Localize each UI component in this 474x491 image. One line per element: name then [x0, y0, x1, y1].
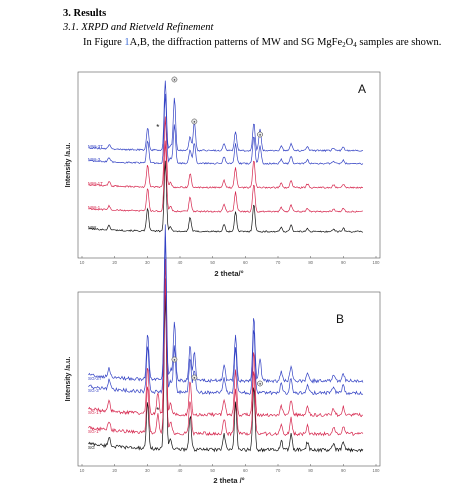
y-axis-label: Intensity /a.u. — [65, 143, 72, 188]
series-label: MW — [88, 225, 97, 230]
diffraction-pattern-mw-1 — [88, 140, 363, 213]
x-tick-label: 40 — [178, 260, 183, 265]
x-tick-label: 30 — [145, 260, 150, 265]
x-tick-label: 90 — [341, 468, 346, 473]
x-axis-label: 2 theta /° — [213, 476, 244, 485]
formula-oxygen: O — [345, 37, 354, 48]
x-tick-label: 80 — [308, 468, 313, 473]
diffraction-pattern-sg-1t — [88, 259, 364, 418]
peak-marker-asterisk: * — [156, 406, 159, 415]
series-label: SG-3 — [88, 388, 99, 393]
chart-panel-a: 10 20 30 40 50 60 70 80 90 100 2 theta/° Intensity … — [65, 71, 381, 278]
panel-label: A — [358, 82, 366, 96]
diffraction-pattern-sg-3 — [88, 236, 364, 396]
peak-marker-symbol: ● — [259, 382, 261, 386]
x-tick-label: 60 — [243, 468, 248, 473]
series-label: SG-1T — [88, 410, 102, 415]
plot-frame — [77, 71, 381, 259]
intro-suffix: samples are shown. — [356, 37, 442, 48]
diffraction-pattern-sg-3t — [88, 224, 364, 384]
peak-marker-circle — [191, 374, 198, 381]
section-heading: 3. Results — [63, 8, 107, 19]
x-tick-label: 50 — [210, 260, 215, 265]
x-tick-label: 10 — [80, 468, 85, 473]
x-tick-label: 70 — [276, 468, 281, 473]
intro-paragraph: In Figure 1A,B, the diffraction patterns… — [83, 37, 442, 49]
x-tick-label: 60 — [243, 260, 248, 265]
formula-subscript-2: 2 — [342, 41, 346, 49]
peak-marker-symbol: ● — [193, 376, 195, 380]
chart-panel-b: 10 20 30 40 50 60 70 80 90 100 2 theta /° Intensity… — [65, 224, 381, 485]
series-label: SG-1 — [88, 429, 99, 434]
peak-marker-circle — [171, 76, 178, 83]
x-tick-label: 70 — [276, 260, 281, 265]
figure-reference-link[interactable]: 1 — [124, 37, 130, 48]
x-tick-label: 100 — [373, 260, 381, 265]
peak-marker-symbol: ● — [193, 120, 195, 124]
x-tick-label: 50 — [210, 468, 215, 473]
peak-marker-symbol: ● — [173, 358, 175, 362]
diffraction-pattern-mw-3 — [88, 93, 364, 165]
peak-marker-symbol: ● — [173, 78, 175, 82]
peak-marker-circle — [171, 356, 178, 363]
x-tick-label: 90 — [341, 260, 346, 265]
series-label: MW-3 — [88, 157, 101, 162]
diffraction-pattern-sg-1 — [88, 278, 364, 437]
diffraction-pattern-mw-1t — [88, 116, 364, 189]
series-label: MW-1T — [88, 181, 103, 186]
x-tick-label: 30 — [145, 468, 150, 473]
subsection-heading: 3.1. XRPD and Rietveld Refinement — [63, 22, 214, 33]
x-tick-label: 20 — [112, 260, 117, 265]
x-tick-label: 20 — [112, 468, 117, 473]
peak-marker-asterisk: * — [156, 123, 159, 132]
series-label: SG — [88, 445, 95, 450]
plot-frame — [77, 291, 381, 467]
intro-prefix: In Figure — [83, 37, 125, 48]
diffraction-pattern-mw-3t — [88, 80, 364, 153]
formula-subscript-4: 4 — [353, 41, 357, 49]
peak-marker-circle — [257, 380, 263, 387]
x-tick-label: 100 — [373, 468, 381, 473]
y-axis-label: Intensity /a.u. — [65, 357, 72, 402]
series-label: MW-1 — [88, 205, 101, 210]
x-axis-label: 2 theta/° — [214, 269, 243, 278]
x-tick-label: 80 — [308, 260, 313, 265]
diffraction-pattern-sg — [88, 294, 364, 453]
intro-middle: A,B, the diffraction patterns of MW and … — [129, 37, 343, 48]
peak-marker-circle — [257, 131, 263, 138]
series-label: SG-3T — [88, 376, 102, 381]
panel-label: B — [336, 312, 344, 326]
peak-marker-circle — [191, 118, 198, 125]
series-label: MW-3T — [88, 144, 103, 149]
diffraction-pattern-mw — [88, 160, 364, 233]
x-tick-label: 40 — [178, 468, 183, 473]
peak-marker-symbol: ● — [259, 133, 261, 137]
x-tick-label: 10 — [80, 260, 85, 265]
